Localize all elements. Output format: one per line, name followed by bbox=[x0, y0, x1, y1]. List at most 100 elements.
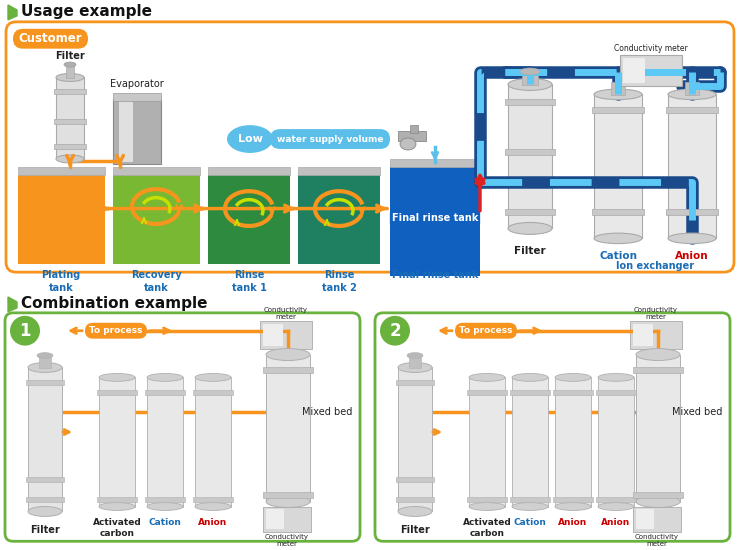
Text: Recovery
tank: Recovery tank bbox=[131, 270, 181, 293]
Bar bbox=[409, 355, 421, 368]
Bar bbox=[553, 497, 593, 502]
Ellipse shape bbox=[400, 138, 416, 150]
Bar bbox=[26, 477, 64, 482]
Bar bbox=[298, 167, 380, 175]
Ellipse shape bbox=[266, 349, 310, 360]
Ellipse shape bbox=[64, 62, 76, 67]
Bar bbox=[398, 131, 426, 141]
Text: 1: 1 bbox=[19, 322, 31, 340]
Bar bbox=[636, 509, 654, 529]
Ellipse shape bbox=[598, 503, 634, 510]
Bar bbox=[26, 381, 64, 386]
Bar bbox=[592, 107, 644, 113]
Bar bbox=[623, 58, 645, 84]
Bar bbox=[510, 390, 550, 395]
Bar bbox=[508, 84, 552, 228]
Ellipse shape bbox=[266, 496, 310, 508]
Text: Final rinse tank: Final rinse tank bbox=[391, 213, 478, 223]
Text: Cation: Cation bbox=[599, 251, 637, 261]
Ellipse shape bbox=[398, 507, 432, 516]
Bar bbox=[512, 377, 548, 507]
Text: water supply volume: water supply volume bbox=[277, 135, 383, 144]
Bar bbox=[396, 477, 434, 482]
Text: Filter: Filter bbox=[30, 525, 60, 535]
Ellipse shape bbox=[520, 68, 540, 75]
Bar bbox=[630, 321, 682, 349]
Ellipse shape bbox=[147, 503, 183, 510]
Bar bbox=[113, 175, 200, 264]
Bar bbox=[685, 82, 699, 95]
Text: Rinse
tank 2: Rinse tank 2 bbox=[322, 270, 357, 293]
Text: Customer: Customer bbox=[18, 32, 82, 45]
Bar bbox=[193, 497, 233, 502]
Bar bbox=[668, 95, 716, 238]
Bar bbox=[263, 367, 313, 373]
Bar bbox=[592, 208, 644, 214]
Text: Plating
tank: Plating tank bbox=[41, 270, 81, 293]
Ellipse shape bbox=[636, 349, 680, 360]
Bar bbox=[18, 175, 105, 264]
Bar bbox=[469, 377, 505, 507]
Ellipse shape bbox=[99, 503, 135, 510]
Ellipse shape bbox=[469, 503, 505, 510]
Bar bbox=[505, 100, 555, 105]
Text: Conductivity meter: Conductivity meter bbox=[614, 43, 688, 53]
Text: Usage example: Usage example bbox=[21, 4, 152, 19]
Bar bbox=[467, 390, 507, 395]
Bar bbox=[522, 72, 538, 85]
Text: Conductivity
meter: Conductivity meter bbox=[635, 534, 679, 547]
Bar bbox=[596, 497, 636, 502]
Bar bbox=[28, 367, 62, 512]
Bar bbox=[598, 377, 634, 507]
Bar bbox=[505, 149, 555, 155]
Bar bbox=[113, 94, 161, 101]
Bar bbox=[596, 390, 636, 395]
Bar bbox=[145, 497, 185, 502]
Bar bbox=[97, 497, 137, 502]
FancyBboxPatch shape bbox=[13, 29, 88, 48]
Bar bbox=[208, 175, 290, 264]
FancyBboxPatch shape bbox=[455, 323, 517, 339]
Bar bbox=[266, 355, 310, 502]
Bar bbox=[266, 509, 284, 529]
Ellipse shape bbox=[56, 74, 84, 81]
Ellipse shape bbox=[594, 89, 642, 100]
Text: Rinse
tank 1: Rinse tank 1 bbox=[232, 270, 266, 293]
Bar bbox=[510, 497, 550, 502]
Bar bbox=[26, 497, 64, 502]
Bar bbox=[666, 208, 718, 214]
Bar bbox=[396, 381, 434, 386]
Text: Filter: Filter bbox=[400, 525, 430, 535]
Text: Final rinse tank: Final rinse tank bbox=[391, 270, 478, 280]
Bar bbox=[208, 167, 290, 175]
Polygon shape bbox=[8, 5, 17, 20]
Bar bbox=[39, 355, 51, 368]
Bar bbox=[113, 100, 161, 164]
Text: Low: Low bbox=[238, 134, 263, 144]
Bar bbox=[113, 167, 200, 175]
Bar bbox=[54, 90, 86, 95]
Bar bbox=[611, 82, 625, 95]
Bar bbox=[633, 492, 683, 498]
Text: Cation: Cation bbox=[514, 519, 546, 527]
Bar bbox=[195, 377, 231, 507]
Ellipse shape bbox=[594, 233, 642, 244]
Ellipse shape bbox=[99, 373, 135, 381]
Ellipse shape bbox=[28, 362, 62, 372]
Bar bbox=[263, 507, 311, 532]
Text: Conductivity
meter: Conductivity meter bbox=[265, 534, 309, 547]
Text: Anion: Anion bbox=[602, 519, 630, 527]
Ellipse shape bbox=[512, 373, 548, 381]
FancyBboxPatch shape bbox=[85, 323, 147, 339]
Bar bbox=[398, 367, 432, 512]
Text: Anion: Anion bbox=[559, 519, 588, 527]
Text: Conductivity
meter: Conductivity meter bbox=[634, 307, 678, 320]
Bar bbox=[390, 167, 480, 276]
FancyBboxPatch shape bbox=[270, 129, 390, 149]
Ellipse shape bbox=[407, 353, 423, 359]
Bar bbox=[633, 324, 653, 345]
Bar bbox=[633, 507, 681, 532]
Bar bbox=[193, 390, 233, 395]
Bar bbox=[633, 367, 683, 373]
Bar bbox=[119, 101, 133, 162]
